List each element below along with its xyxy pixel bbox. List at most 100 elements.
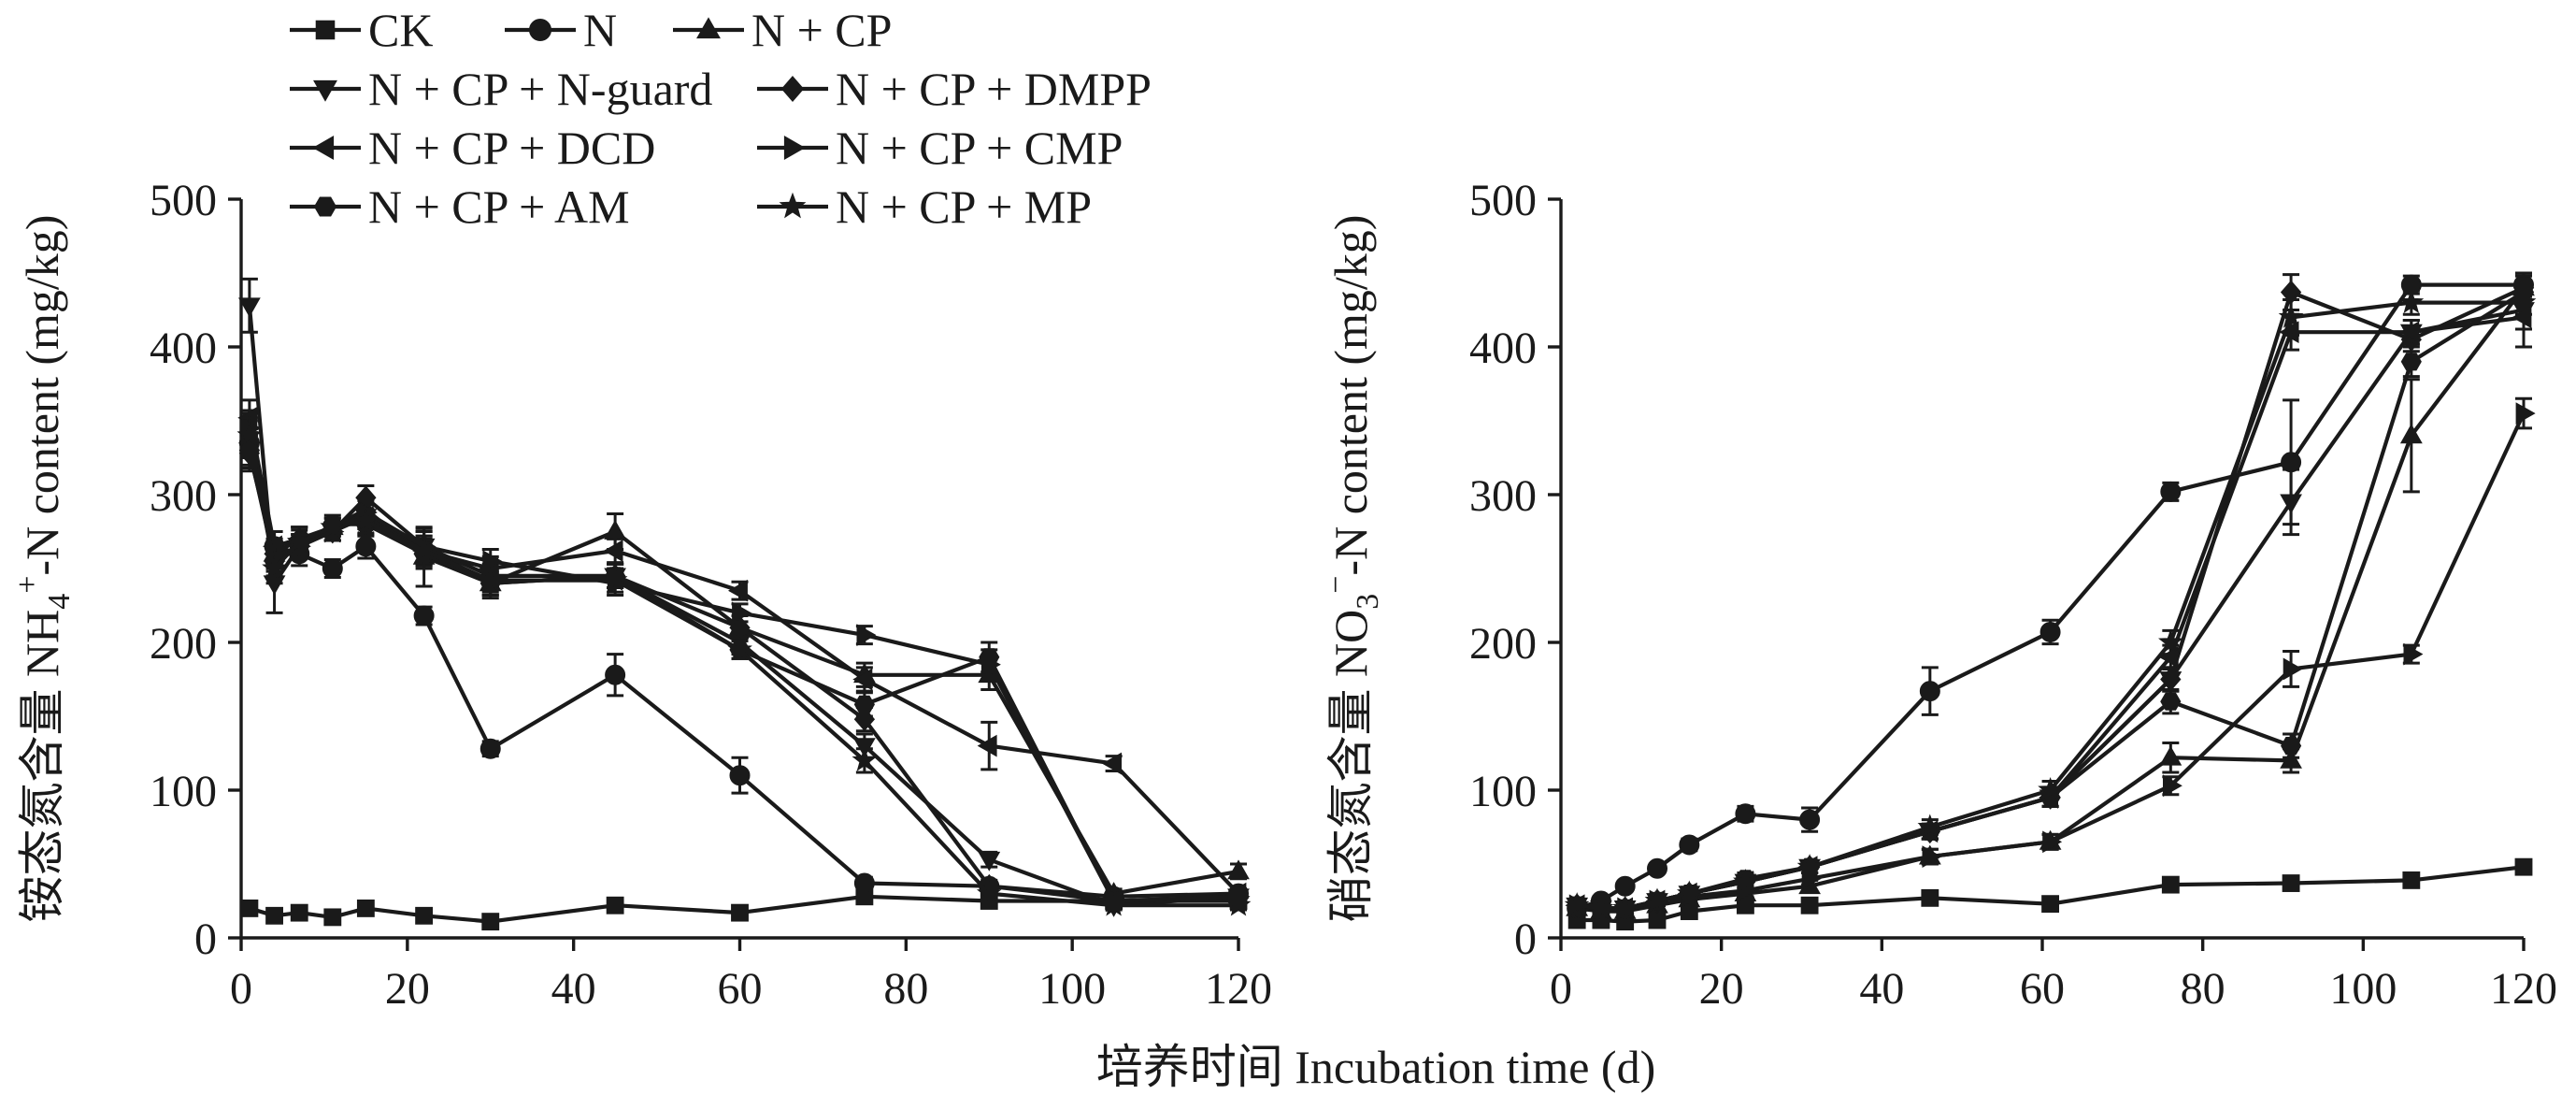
y-tick-label: 500: [1469, 176, 1537, 225]
data-point: [976, 880, 1002, 904]
data-point: [853, 872, 875, 894]
data-point: [2158, 628, 2183, 654]
data-point: [1800, 896, 1819, 915]
x-tick-label: 0: [230, 964, 252, 1014]
data-point: [1921, 888, 1939, 907]
legend-marker: [315, 20, 336, 40]
data-point: [262, 554, 287, 580]
data-point: [2512, 306, 2532, 329]
data-point: [2403, 642, 2424, 666]
data-point: [2163, 774, 2182, 798]
legend-label: N + CP + DCD: [368, 122, 655, 174]
y-tick-label: 300: [1469, 471, 1537, 521]
data-point: [977, 734, 997, 757]
legend-label: N + CP: [751, 4, 892, 56]
data-point: [2511, 289, 2537, 313]
y-tick-label: 500: [150, 176, 217, 225]
series-n-cp-mp: [1564, 289, 2537, 919]
legend-item-n-cp-cmp: N + CP + CMP: [757, 122, 1123, 174]
data-point: [2161, 875, 2180, 894]
data-point: [1227, 859, 1250, 880]
data-point: [1564, 892, 1590, 916]
data-point: [1735, 803, 1756, 825]
data-point: [979, 648, 1000, 667]
legend-item-n-cp-dmpp: N + CP + DMPP: [757, 63, 1152, 115]
legend-marker: [779, 192, 807, 219]
data-point: [2400, 353, 2422, 371]
data-point: [356, 899, 375, 917]
data-point: [602, 567, 628, 591]
data-point: [605, 664, 626, 685]
legend-label: N + CP + CMP: [836, 122, 1123, 174]
data-point: [2282, 874, 2300, 892]
data-point: [2038, 776, 2063, 801]
y-tick-label: 400: [150, 324, 217, 373]
x-tick-label: 60: [718, 964, 763, 1014]
data-point: [2281, 737, 2302, 756]
data-point: [727, 579, 748, 602]
x-tick-label: 40: [1859, 964, 1904, 1014]
y-tick-label: 0: [194, 915, 217, 964]
legend-label: N: [583, 4, 617, 56]
data-point: [731, 903, 749, 922]
legend-item-n: N: [505, 4, 617, 56]
data-point: [355, 536, 377, 557]
legend-item-n-cp: N + CP: [673, 4, 892, 56]
y-tick-label: 0: [1514, 915, 1537, 964]
legend-marker: [313, 196, 337, 217]
data-point: [2402, 871, 2421, 889]
y-tick-label: 300: [150, 471, 217, 521]
data-point: [1919, 681, 1940, 702]
data-point: [320, 513, 346, 539]
y-tick-label: 400: [1469, 324, 1537, 373]
x-tick-label: 120: [2490, 964, 2557, 1014]
data-point: [290, 903, 308, 922]
legend-marker: [529, 19, 551, 41]
data-point: [852, 747, 878, 771]
data-point: [853, 695, 875, 713]
data-point: [606, 896, 624, 915]
data-point: [2278, 304, 2304, 328]
data-point: [727, 636, 752, 661]
data-point: [240, 899, 259, 917]
data-point: [1733, 868, 1758, 893]
data-point: [856, 624, 877, 646]
chart-panel-nitrate: 0 20 40 60 80 100 120 0 100 200 300 400 500 硝态氮含量 NO3…: [1319, 176, 2557, 1014]
legend-item-ck: CK: [290, 4, 433, 56]
x-tick-label: 40: [551, 964, 596, 1014]
data-point: [1225, 892, 1252, 916]
x-tick-label: 20: [385, 964, 430, 1014]
data-point: [603, 540, 623, 562]
data-point: [415, 906, 434, 925]
data-point: [1679, 834, 1700, 856]
x-tick-label: 100: [2329, 964, 2397, 1014]
data-point: [1644, 887, 1670, 912]
legend-label: N + CP + DMPP: [836, 63, 1152, 115]
data-point: [729, 765, 751, 786]
legend-marker: [312, 136, 335, 160]
data-point: [2158, 645, 2179, 669]
data-point: [978, 851, 1001, 871]
data-point: [286, 528, 312, 553]
data-point: [2042, 830, 2063, 854]
data-point: [2515, 402, 2536, 425]
data-point: [265, 906, 283, 925]
legend-marker: [313, 79, 337, 102]
y-tick-label: 200: [150, 619, 217, 669]
y-axis-title: 铵态氮含量 NH4+-N content (mg/kg): [10, 215, 77, 923]
data-point: [2280, 494, 2302, 514]
legend-item-n-cp-n-guard: N + CP + N-guard: [290, 63, 712, 115]
y-tick-label: 100: [150, 767, 217, 816]
data-point: [478, 567, 504, 591]
series-n-cp-mp: [236, 416, 1252, 916]
x-tick-label: 20: [1699, 964, 1744, 1014]
data-point: [2399, 424, 2423, 444]
data-point: [479, 738, 501, 759]
data-point: [1677, 880, 1702, 904]
x-tick-label: 120: [1205, 964, 1272, 1014]
data-point: [1102, 752, 1122, 775]
data-point: [322, 558, 343, 579]
chart-panel-ammonium: 0 20 40 60 80 100 120 0 100 200 300 400 500 铵态氮含量 NH4…: [10, 176, 1272, 1014]
legend-label: CK: [368, 4, 433, 56]
